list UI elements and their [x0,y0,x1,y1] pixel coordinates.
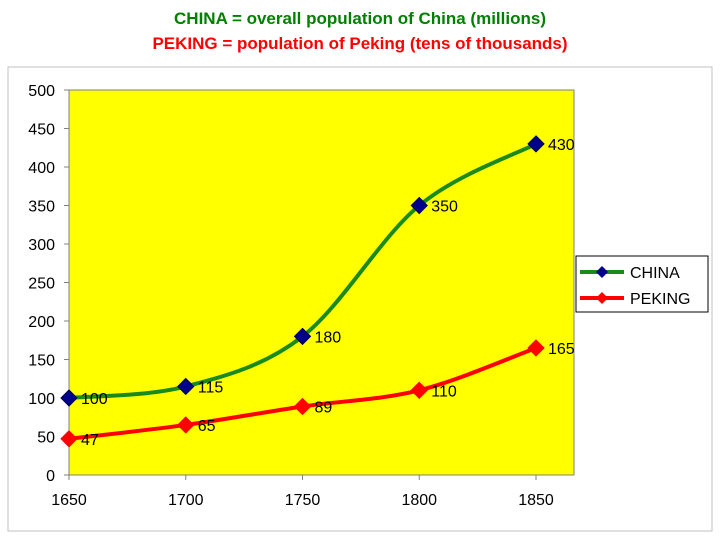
legend-label-peking: PEKING [630,291,690,308]
x-tick-label: 1800 [401,492,437,509]
legend-marker-china [596,266,608,278]
chart-title-peking: PEKING = population of Peking (tens of t… [152,34,568,53]
legend: CHINA PEKING [575,255,709,313]
legend-marker-peking [596,292,608,304]
y-tick-label: 300 [28,237,55,254]
data-label-china: 100 [81,391,108,408]
marker-china [527,135,545,153]
data-label-china: 115 [198,379,224,396]
data-label-peking: 165 [548,341,575,358]
y-tick-label: 450 [28,122,55,139]
y-tick-label: 50 [37,430,55,447]
data-labels: 100 115 180 350 430 47 65 89 110 165 [81,137,575,449]
marker-china [60,389,78,407]
x-tick-label: 1850 [518,492,554,509]
marker-peking [410,381,428,400]
marker-peking [177,416,195,434]
y-tick-label: 400 [28,160,55,177]
marker-peking [293,397,312,416]
data-label-china: 180 [315,329,342,346]
chart-title-china: CHINA = overall population of China (mil… [174,9,546,28]
data-label-peking: 65 [198,418,216,435]
data-label-china: 350 [431,199,458,216]
x-tick-label: 1650 [51,492,87,509]
y-tick-label: 250 [28,276,55,293]
y-tick-label: 100 [28,391,55,408]
data-label-china: 430 [548,137,575,154]
y-tick-label: 350 [28,199,55,216]
data-label-peking: 110 [431,383,457,400]
legend-box [575,255,709,313]
y-tick-label: 500 [28,83,55,100]
plot-area [68,89,575,476]
marker-peking [527,339,545,357]
x-tick-label: 1700 [168,492,204,509]
marker-china [293,327,312,346]
marker-peking [60,430,78,448]
marker-china [177,377,195,396]
y-tick-label: 200 [28,314,55,331]
marker-china [410,196,428,215]
data-label-peking: 89 [315,399,333,416]
series-markers [60,135,545,448]
x-axis: 1650 1700 1750 1800 1850 [51,474,574,509]
y-tick-label: 0 [46,468,55,485]
y-axis: 0 50 100 150 200 250 300 350 400 450 500 [28,83,70,485]
y-tick-label: 150 [28,353,55,370]
data-label-peking: 47 [81,432,99,449]
legend-label-china: CHINA [630,265,680,282]
x-tick-label: 1750 [285,492,321,509]
